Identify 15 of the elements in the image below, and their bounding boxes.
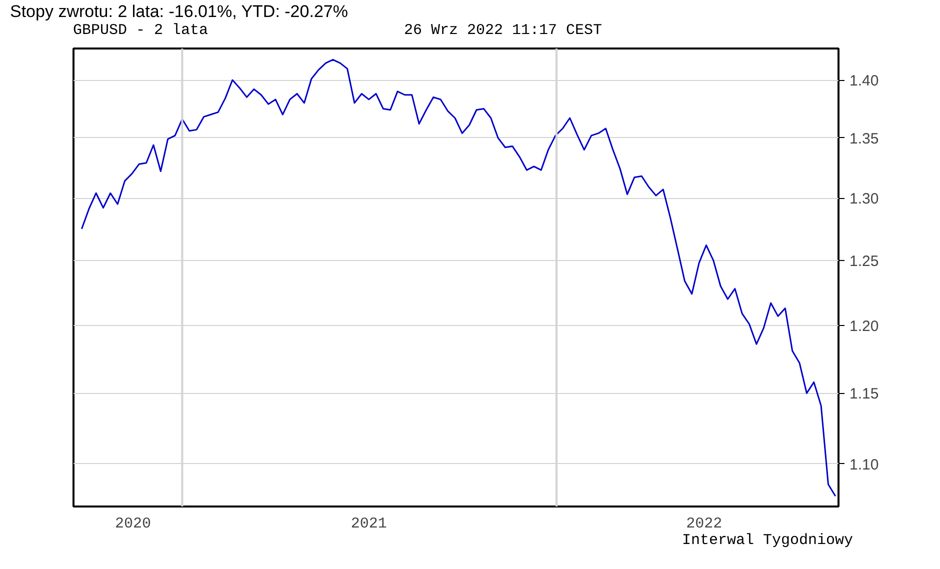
line-series	[80, 58, 836, 497]
y-tick-label: 1.40	[850, 72, 879, 90]
y-tick-label: 1.15	[850, 386, 879, 403]
x-tick-label: 2020	[114, 516, 151, 532]
y-tick-label: 1.35	[850, 130, 879, 148]
y-tick-label: 1.30	[850, 190, 879, 208]
x-tick-label: 2022	[686, 516, 722, 532]
y-tick-label: 1.10	[850, 456, 879, 474]
y-tick-label: 1.25	[850, 252, 879, 270]
text: Interwal Tygodniowy	[682, 531, 853, 551]
y-tick-label: 1.20	[850, 318, 879, 335]
chart-subtitle: GBPUSD - 2 lata	[73, 21, 208, 41]
chart-title: Stopy zwrotu: 2 lata: -16.01%, YTD: -20.27%	[10, 2, 348, 21]
x-tick-label: 2021	[350, 516, 387, 532]
text: 26 Wrz 2022 11:17 CEST	[404, 21, 602, 41]
